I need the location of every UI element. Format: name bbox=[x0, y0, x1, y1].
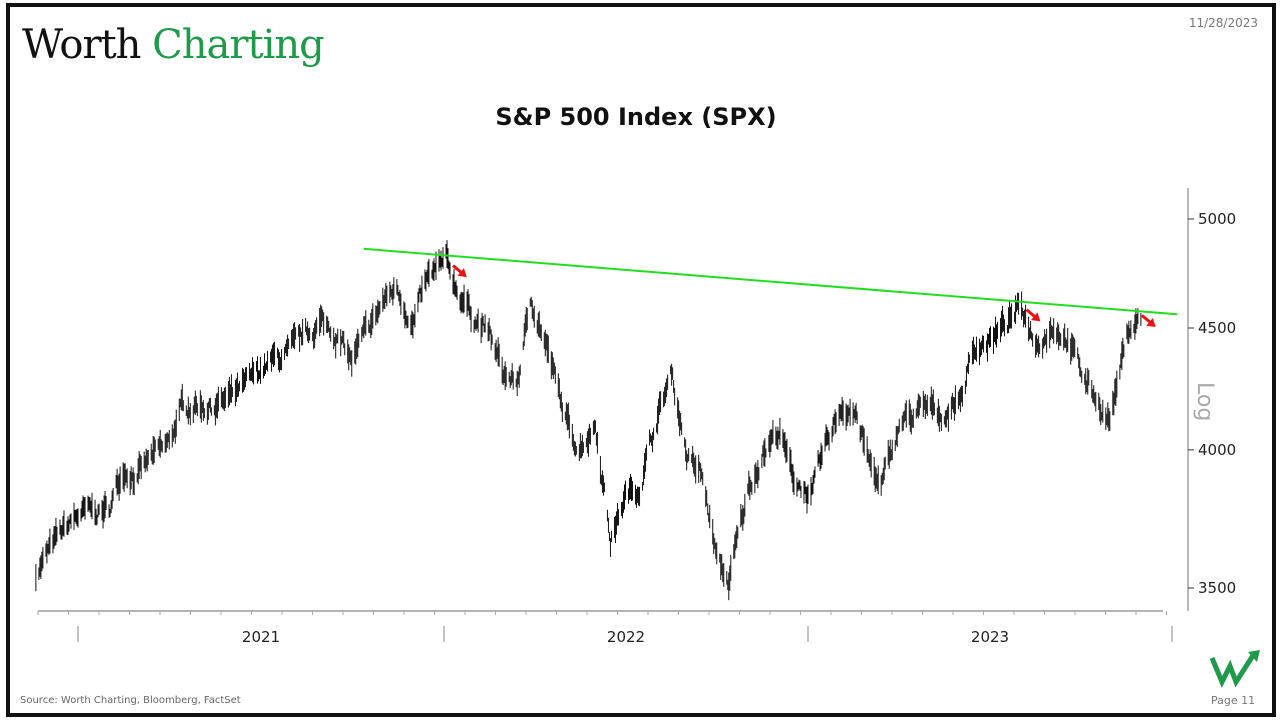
arrow-shaft bbox=[1140, 314, 1153, 325]
x-tick-label: 2021 bbox=[242, 628, 280, 646]
price-bars bbox=[35, 240, 1142, 601]
arrow-head bbox=[457, 268, 467, 278]
page-number: Page 11 bbox=[1211, 694, 1256, 707]
arrow-head bbox=[1031, 312, 1041, 322]
arrow-head bbox=[1146, 318, 1156, 328]
y-tick-label: 4000 bbox=[1198, 441, 1236, 459]
red-down-arrow-icon bbox=[1140, 314, 1156, 328]
brand-word-charting: Charting bbox=[152, 22, 325, 68]
x-tick-label: 2022 bbox=[607, 628, 645, 646]
red-down-arrow-icon bbox=[1025, 308, 1041, 322]
worth-charting-w-logo-icon bbox=[1209, 650, 1260, 688]
chart-title: S&P 500 Index (SPX) bbox=[495, 103, 777, 131]
x-tick-label: 2023 bbox=[971, 628, 1009, 646]
y-tick-label: 3500 bbox=[1198, 579, 1236, 597]
source-note: Source: Worth Charting, Bloomberg, FactS… bbox=[20, 695, 241, 706]
brand-logo: Worth Charting bbox=[22, 22, 325, 68]
brand-word-worth: Worth bbox=[22, 22, 141, 68]
y-tick-label: 4500 bbox=[1198, 319, 1236, 337]
arrow-shaft bbox=[1025, 308, 1037, 319]
red-down-arrow-icon bbox=[452, 264, 467, 278]
resistance-trendline bbox=[363, 247, 1178, 316]
y-tick-label: 5000 bbox=[1198, 210, 1236, 228]
page-frame bbox=[6, 3, 1276, 717]
y-axis-label: Log bbox=[1192, 382, 1217, 421]
arrow-shaft bbox=[452, 264, 464, 275]
report-date: 11/28/2023 bbox=[1188, 16, 1258, 30]
